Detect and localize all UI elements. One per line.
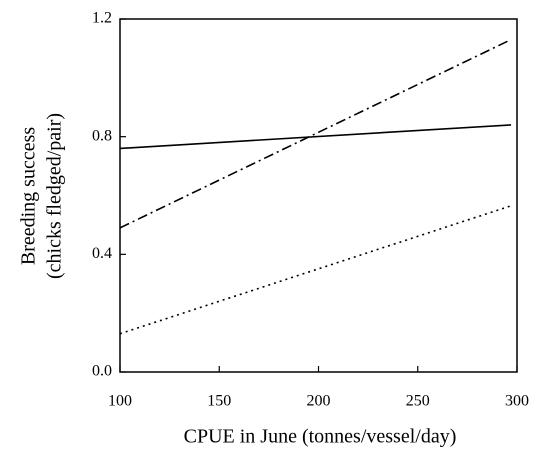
series-line (119, 205, 512, 335)
x-axis-label: CPUE in June (tonnes/vessel/day) (184, 426, 457, 448)
y-tick-label: 0.0 (92, 363, 112, 380)
x-tick-label: 250 (406, 393, 430, 410)
y-axis-label: Breeding success (18, 127, 40, 266)
y-tick-label: 1.2 (92, 10, 112, 27)
x-tick-label: 150 (207, 393, 231, 410)
x-tick-label: 200 (307, 393, 331, 410)
x-tick-label: 100 (108, 393, 132, 410)
y-tick-label: 0.8 (92, 127, 112, 144)
y-tick-label: 0.4 (92, 245, 112, 262)
x-tick-label: 300 (505, 393, 529, 410)
series-line (119, 124, 512, 150)
plot-frame (119, 18, 518, 373)
series-line (119, 38, 512, 229)
y-axis-label: (chicks fledged/pair) (44, 113, 66, 279)
